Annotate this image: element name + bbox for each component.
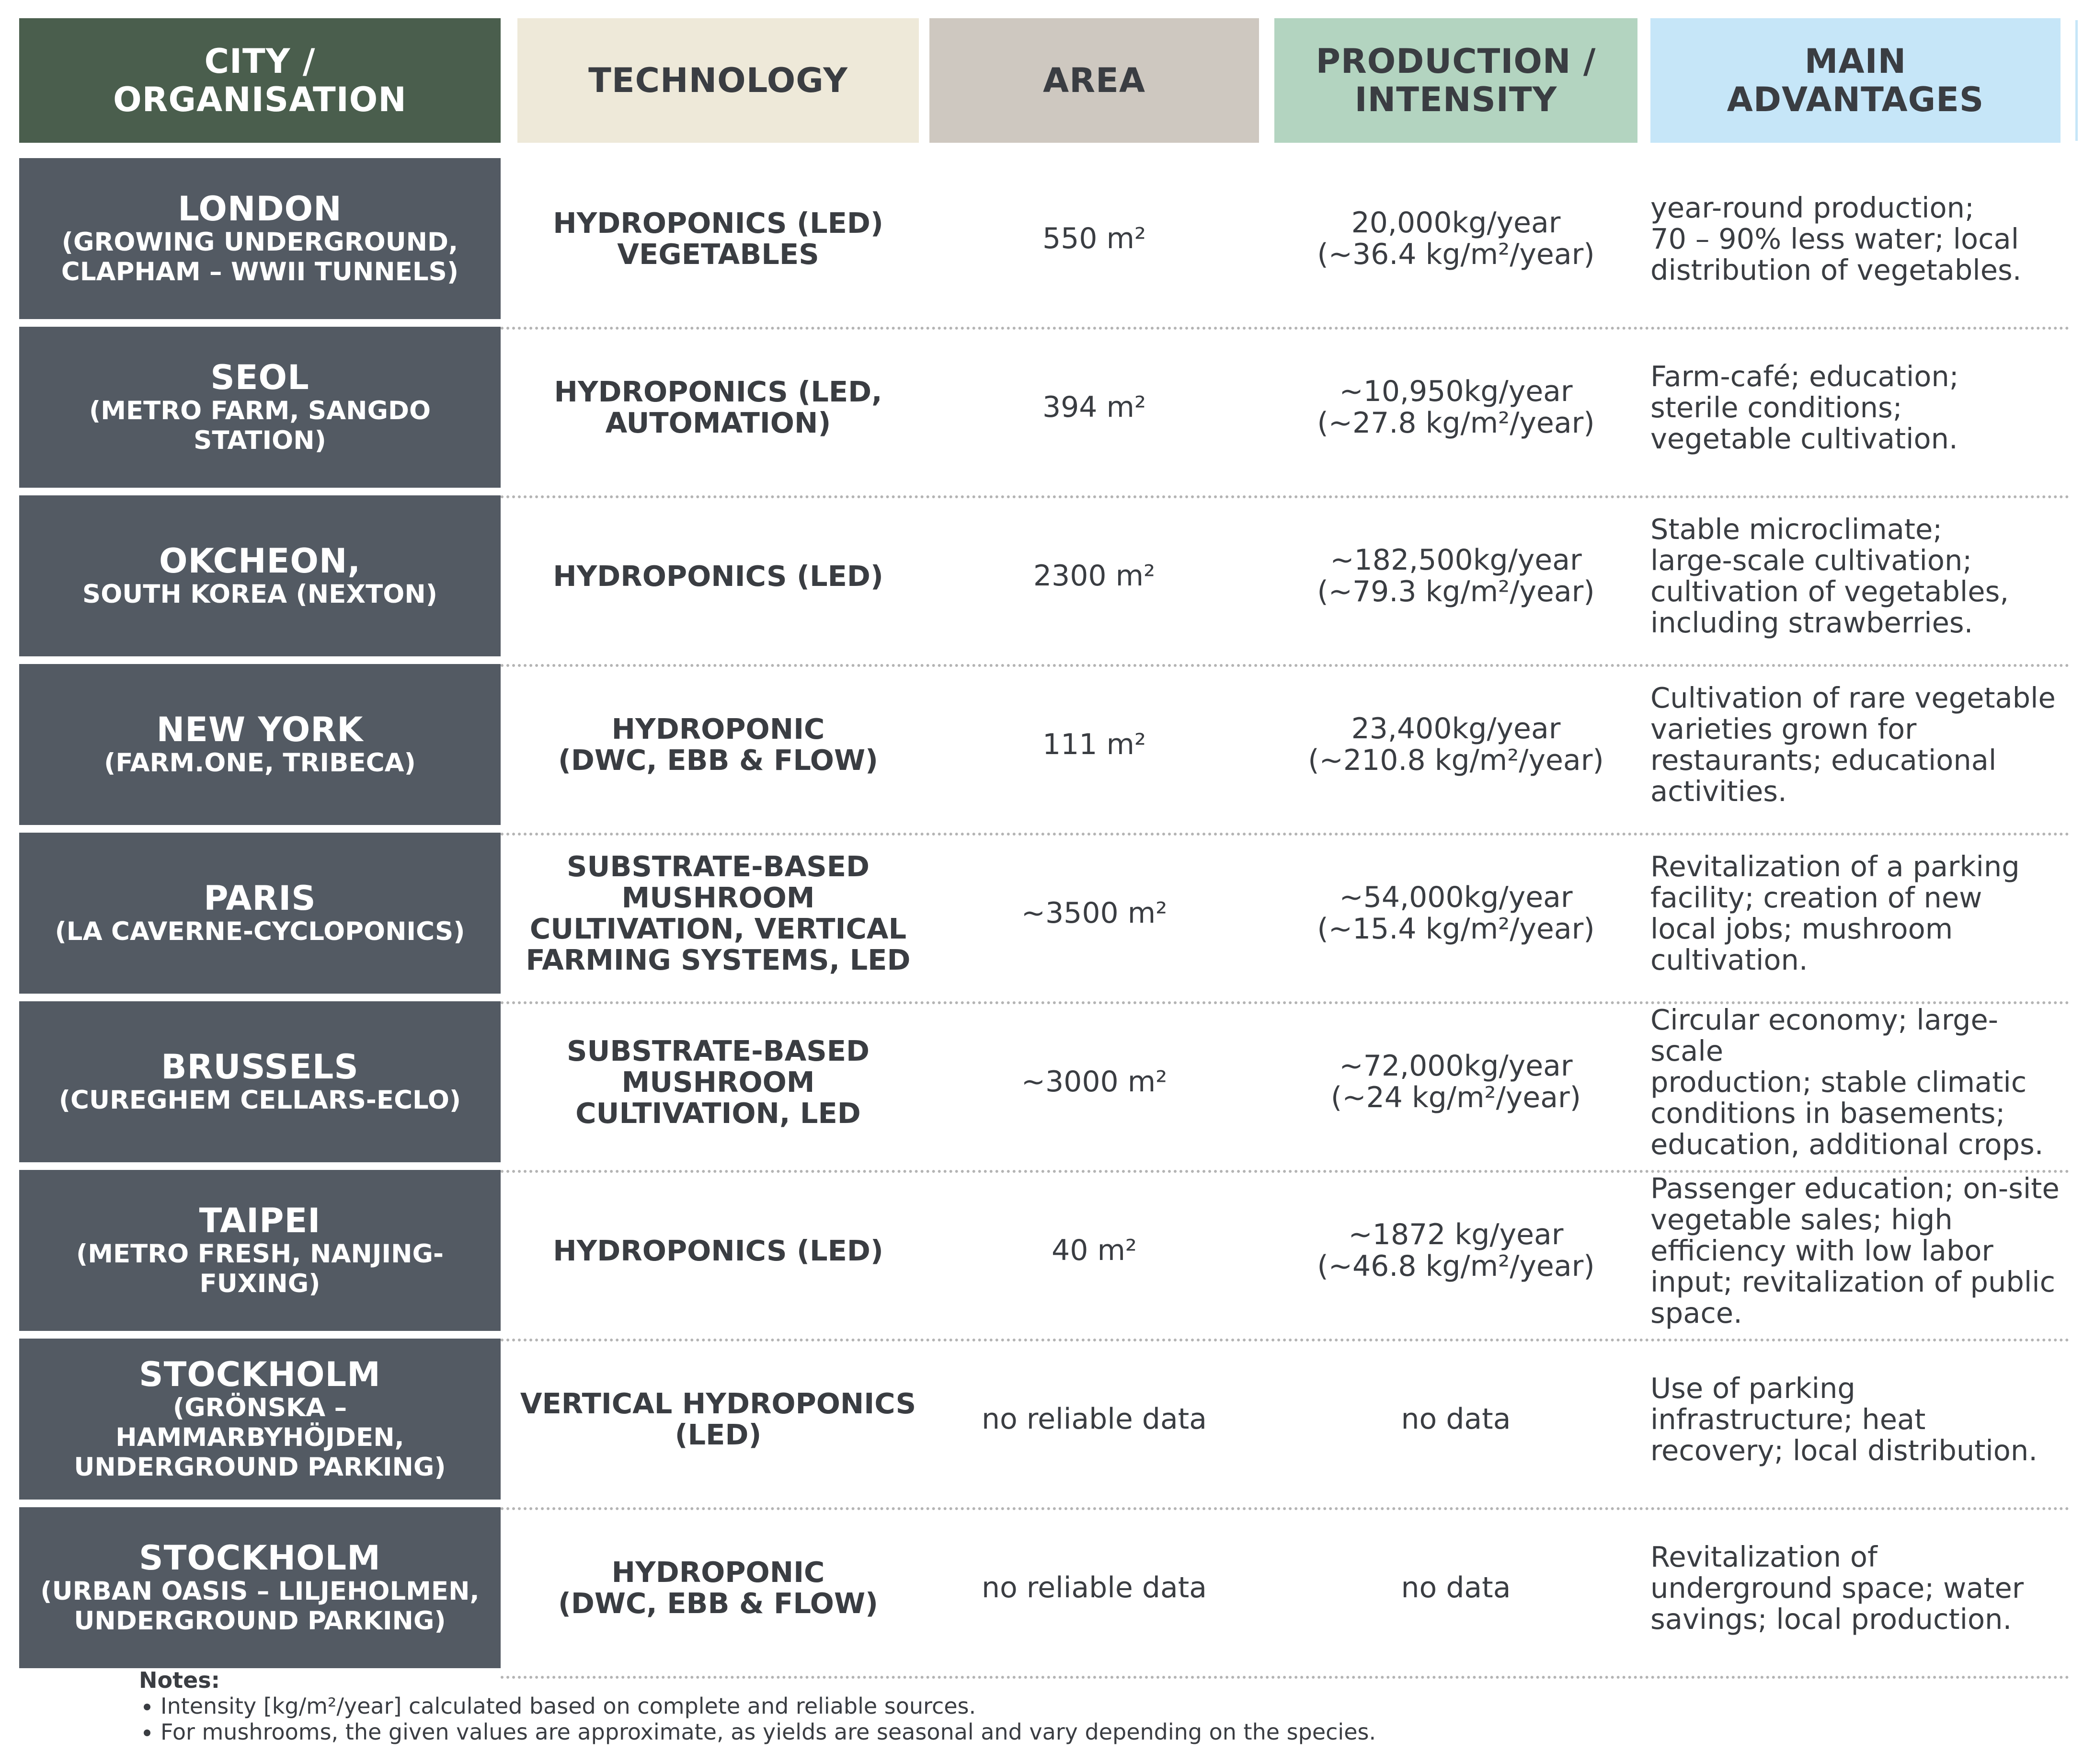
- city-cell: STOCKHOLM (GRÖNSKA – HAMMARBYHÖJDEN, UND…: [19, 1339, 501, 1500]
- table-row: SEOL (METRO FARM, SANGDO STATION) HYDROP…: [19, 327, 2070, 498]
- production-cell: ~72,000kg/year (~24 kg/m²/year): [1330, 1049, 1581, 1114]
- table-row: BRUSSELS (CUREGHEM CELLARS-ECLO) SUBSTRA…: [19, 1001, 2070, 1173]
- area-cell: 40 m²: [1052, 1234, 1137, 1267]
- organisation-name: (METRO FRESH, NANJING- FUXING): [76, 1239, 444, 1298]
- area-cell: 2300 m²: [1033, 559, 1156, 593]
- technology-cell: HYDROPONIC (DWC, EBB & FLOW): [558, 1556, 879, 1620]
- row-divider: [501, 1001, 2070, 1004]
- city-cell: TAIPEI (METRO FRESH, NANJING- FUXING): [19, 1170, 501, 1331]
- city-name: STOCKHOLM: [139, 1355, 381, 1394]
- organisation-name: (LA CAVERNE-CYCLOPONICS): [55, 917, 465, 946]
- organisation-name: (CUREGHEM CELLARS-ECLO): [58, 1086, 461, 1115]
- organisation-name: (METRO FARM, SANGDO STATION): [89, 396, 431, 455]
- table-row: STOCKHOLM (URBAN OASIS – LILJEHOLMEN, UN…: [19, 1507, 2070, 1679]
- technology-cell: HYDROPONICS (LED): [553, 559, 883, 593]
- advantages-cell: Passenger education; on-site vegetable s…: [1650, 1171, 2060, 1329]
- advantages-cell: Circular economy; large-scale production…: [1650, 1003, 2044, 1161]
- area-cell: no reliable data: [981, 1571, 1207, 1604]
- production-cell: 23,400kg/year (~210.8 kg/m²/year): [1308, 712, 1604, 777]
- city-cell: SEOL (METRO FARM, SANGDO STATION): [19, 327, 501, 488]
- city-name: STOCKHOLM: [139, 1538, 381, 1578]
- row-divider: [501, 327, 2070, 330]
- area-cell: 550 m²: [1042, 222, 1146, 255]
- table-row: STOCKHOLM (GRÖNSKA – HAMMARBYHÖJDEN, UND…: [19, 1339, 2070, 1510]
- row-divider: [501, 1170, 2070, 1173]
- production-cell: ~1872 kg/year (~46.8 kg/m²/year): [1317, 1218, 1595, 1283]
- organisation-name: (FARM.ONE, TRIBECA): [104, 748, 416, 778]
- table-row: LONDON (GROWING UNDERGROUND, CLAPHAM – W…: [19, 158, 2070, 330]
- header-production: PRODUCTION / INTENSITY: [1274, 18, 1637, 143]
- notes-list: Intensity [kg/m²/year] calculated based …: [139, 1693, 1376, 1745]
- row-divider: [501, 495, 2070, 498]
- city-name: OKCHEON,: [159, 541, 361, 581]
- notes-section: Notes: Intensity [kg/m²/year] calculated…: [139, 1667, 1376, 1745]
- table-row: TAIPEI (METRO FRESH, NANJING- FUXING) HY…: [19, 1170, 2070, 1341]
- technology-cell: HYDROPONIC (DWC, EBB & FLOW): [558, 712, 879, 777]
- note-item: Intensity [kg/m²/year] calculated based …: [160, 1693, 1376, 1719]
- advantages-cell: Revitalization of a parking facility; cr…: [1650, 850, 2020, 976]
- city-name: TAIPEI: [199, 1201, 321, 1240]
- note-item: For mushrooms, the given values are appr…: [160, 1719, 1376, 1745]
- row-divider: [501, 664, 2070, 667]
- technology-cell: SUBSTRATE-BASED MUSHROOM CULTIVATION, VE…: [526, 850, 911, 976]
- organisation-name: (GROWING UNDERGROUND, CLAPHAM – WWII TUN…: [61, 228, 459, 286]
- city-name: SEOL: [210, 358, 309, 397]
- table-row: NEW YORK (FARM.ONE, TRIBECA) HYDROPONIC …: [19, 664, 2070, 836]
- row-divider: [501, 1339, 2070, 1341]
- technology-cell: HYDROPONICS (LED, AUTOMATION): [554, 375, 882, 439]
- organisation-name: (GRÖNSKA – HAMMARBYHÖJDEN, UNDERGROUND P…: [74, 1393, 446, 1482]
- city-name: NEW YORK: [156, 710, 364, 749]
- organisation-name: (URBAN OASIS – LILJEHOLMEN, UNDERGROUND …: [40, 1577, 480, 1636]
- row-divider: [501, 1507, 2070, 1510]
- advantages-cell: Farm-café; education; sterile conditions…: [1650, 359, 1959, 455]
- row-divider: [501, 833, 2070, 836]
- area-cell: 394 m²: [1042, 390, 1146, 424]
- area-cell: ~3500 m²: [1021, 896, 1168, 930]
- technology-cell: HYDROPONICS (LED): [553, 1234, 883, 1267]
- city-cell: OKCHEON, SOUTH KOREA (NEXTON): [19, 495, 501, 656]
- advantages-cell: year-round production; 70 – 90% less wat…: [1650, 191, 2022, 286]
- table-row: OKCHEON, SOUTH KOREA (NEXTON) HYDROPONIC…: [19, 495, 2070, 667]
- header-city: CITY / ORGANISATION: [19, 18, 501, 143]
- city-name: BRUSSELS: [161, 1047, 359, 1087]
- advantages-cell: Use of parking infrastructure; heat reco…: [1650, 1371, 2038, 1467]
- city-cell: PARIS (LA CAVERNE-CYCLOPONICS): [19, 833, 501, 994]
- technology-cell: HYDROPONICS (LED) VEGETABLES: [553, 206, 883, 271]
- city-name: PARIS: [204, 879, 316, 918]
- city-cell: NEW YORK (FARM.ONE, TRIBECA): [19, 664, 501, 825]
- area-cell: ~3000 m²: [1021, 1065, 1168, 1099]
- notes-title: Notes:: [139, 1667, 220, 1693]
- advantages-cell: Stable microclimate; large-scale cultiva…: [1650, 513, 2009, 639]
- technology-cell: SUBSTRATE-BASED MUSHROOM CULTIVATION, LE…: [566, 1034, 870, 1130]
- technology-cell: VERTICAL HYDROPONICS (LED): [520, 1387, 916, 1451]
- production-cell: no data: [1401, 1402, 1511, 1436]
- city-cell: BRUSSELS (CUREGHEM CELLARS-ECLO): [19, 1001, 501, 1162]
- advantages-cell: Cultivation of rare vegetable varieties …: [1650, 681, 2056, 808]
- production-cell: 20,000kg/year (~36.4 kg/m²/year): [1317, 206, 1595, 271]
- organisation-name: SOUTH KOREA (NEXTON): [82, 580, 437, 609]
- production-cell: ~54,000kg/year (~15.4 kg/m²/year): [1317, 881, 1595, 946]
- city-cell: STOCKHOLM (URBAN OASIS – LILJEHOLMEN, UN…: [19, 1507, 501, 1668]
- city-cell: LONDON (GROWING UNDERGROUND, CLAPHAM – W…: [19, 158, 501, 319]
- production-cell: no data: [1401, 1571, 1511, 1604]
- header-area: AREA: [929, 18, 1259, 143]
- city-name: LONDON: [178, 189, 342, 229]
- production-cell: ~182,500kg/year (~79.3 kg/m²/year): [1317, 543, 1595, 608]
- header-technology: TECHNOLOGY: [517, 18, 919, 143]
- header-edge-decoration: [2075, 20, 2078, 141]
- advantages-cell: Revitalization of underground space; wat…: [1650, 1540, 2024, 1636]
- production-cell: ~10,950kg/year (~27.8 kg/m²/year): [1317, 375, 1595, 440]
- table-row: PARIS (LA CAVERNE-CYCLOPONICS) SUBSTRATE…: [19, 833, 2070, 1004]
- area-cell: no reliable data: [981, 1402, 1207, 1436]
- header-advantages: MAIN ADVANTAGES: [1650, 18, 2061, 143]
- area-cell: 111 m²: [1042, 728, 1146, 761]
- row-divider: [501, 1676, 2070, 1679]
